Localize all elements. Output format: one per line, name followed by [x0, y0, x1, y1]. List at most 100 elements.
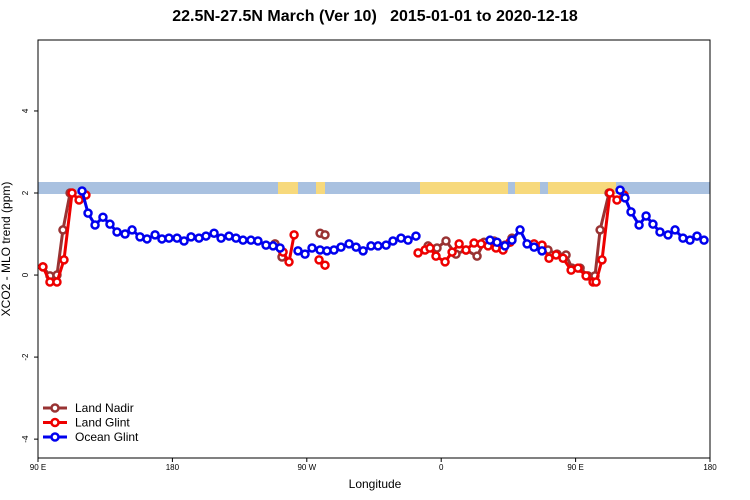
- point: [431, 251, 441, 261]
- point: [52, 277, 62, 287]
- point: [67, 188, 77, 198]
- point: [216, 233, 226, 243]
- point: [648, 219, 658, 229]
- point: [179, 236, 189, 246]
- point: [558, 253, 568, 263]
- point: [595, 225, 605, 235]
- y-tick-label: 0: [21, 272, 30, 277]
- legend-marker: [50, 432, 60, 442]
- point: [692, 231, 702, 241]
- point: [59, 255, 69, 265]
- point: [537, 246, 547, 256]
- point: [381, 240, 391, 250]
- point: [626, 207, 636, 217]
- point: [670, 225, 680, 235]
- x-axis-label: Longitude: [349, 477, 402, 491]
- point: [388, 236, 398, 246]
- point: [275, 243, 285, 253]
- point: [634, 220, 644, 230]
- series-line: [41, 189, 625, 284]
- point: [351, 242, 361, 252]
- point: [344, 239, 354, 249]
- point: [58, 225, 68, 235]
- point: [472, 251, 482, 261]
- legend-label: Land Glint: [75, 416, 130, 430]
- x-tick-label: 90 E: [567, 463, 583, 472]
- point: [314, 255, 324, 265]
- point: [620, 193, 630, 203]
- legend-label: Land Nadir: [75, 401, 134, 415]
- point: [522, 239, 532, 249]
- chart-title: 22.5N-27.5N March (Ver 10) 2015-01-01 to…: [172, 8, 578, 25]
- point: [38, 262, 48, 272]
- point: [573, 263, 583, 273]
- point: [612, 195, 622, 205]
- point: [551, 250, 561, 260]
- point: [581, 271, 591, 281]
- point: [454, 239, 464, 249]
- legend-label: Ocean Glint: [75, 430, 139, 444]
- point: [685, 235, 695, 245]
- point: [358, 246, 368, 256]
- point: [373, 241, 383, 251]
- x-tick-label: 0: [439, 463, 444, 472]
- point: [90, 220, 100, 230]
- x-tick-label: 180: [703, 463, 717, 472]
- point: [441, 236, 451, 246]
- point: [515, 225, 525, 235]
- point: [591, 277, 601, 287]
- point: [529, 242, 539, 252]
- point: [663, 230, 673, 240]
- point: [289, 230, 299, 240]
- point: [615, 185, 625, 195]
- point: [284, 257, 294, 267]
- point: [105, 219, 115, 229]
- point: [655, 227, 665, 237]
- point: [447, 247, 457, 257]
- x-tick-label: 90 W: [297, 463, 316, 472]
- y-tick-label: 4: [21, 108, 30, 113]
- point: [440, 257, 450, 267]
- x-tick-label: 180: [166, 463, 180, 472]
- point: [307, 243, 317, 253]
- point: [336, 242, 346, 252]
- point: [127, 225, 137, 235]
- point: [544, 253, 554, 263]
- point: [142, 234, 152, 244]
- legend-marker: [50, 417, 60, 428]
- point: [120, 229, 130, 239]
- point: [77, 186, 87, 196]
- point: [597, 255, 607, 265]
- point: [320, 260, 330, 270]
- point: [500, 241, 510, 251]
- point: [209, 228, 219, 238]
- point: [699, 235, 709, 245]
- point: [164, 233, 174, 243]
- point: [238, 235, 248, 245]
- point: [641, 211, 651, 221]
- point: [507, 235, 517, 245]
- map-strip: [38, 182, 710, 194]
- y-tick-label: -2: [21, 353, 30, 361]
- point: [300, 249, 310, 259]
- y-tick-label: 2: [21, 190, 30, 195]
- point: [112, 227, 122, 237]
- point: [320, 230, 330, 240]
- point: [186, 232, 196, 242]
- point: [403, 235, 413, 245]
- point: [461, 245, 471, 255]
- point: [150, 230, 160, 240]
- point: [411, 231, 421, 241]
- point: [425, 243, 435, 253]
- point: [492, 237, 502, 247]
- x-tick-label: 90 E: [30, 463, 46, 472]
- point: [253, 236, 263, 246]
- legend-marker: [50, 403, 60, 413]
- point: [293, 246, 303, 256]
- point: [74, 195, 84, 205]
- plot-frame: [37, 39, 711, 459]
- point: [83, 208, 93, 218]
- point: [201, 231, 211, 241]
